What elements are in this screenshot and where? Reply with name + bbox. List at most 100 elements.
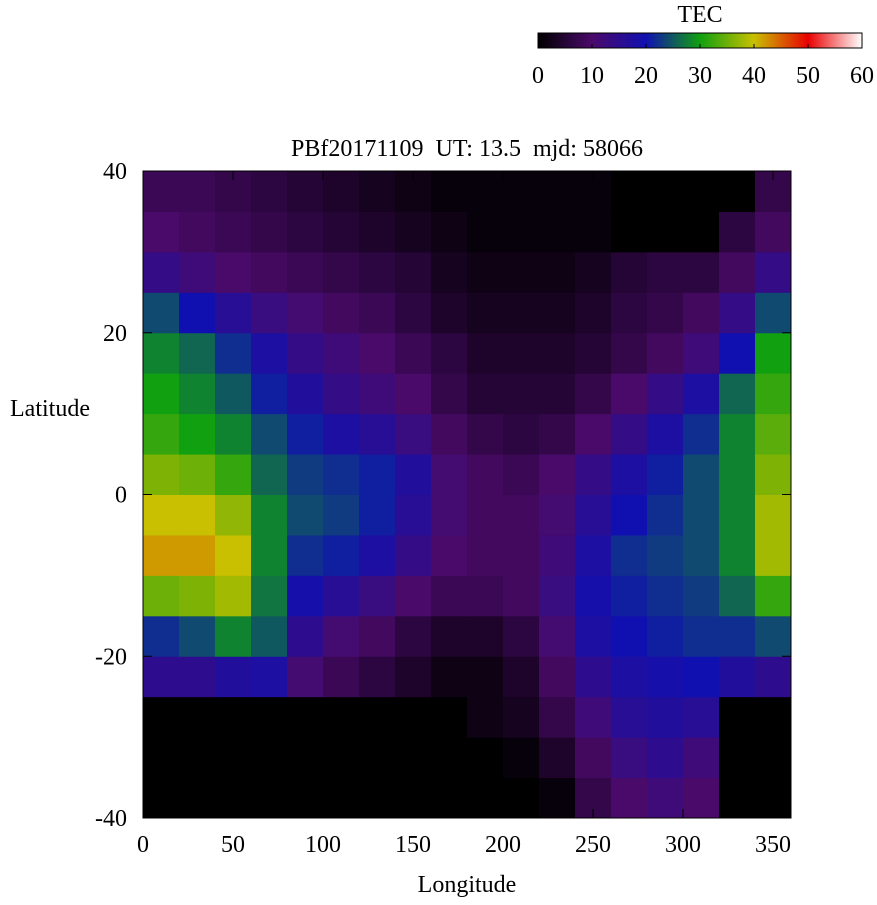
heatmap-cell — [539, 413, 576, 455]
x-tick-label: 100 — [305, 832, 341, 858]
heatmap-cell — [323, 696, 360, 738]
heatmap-cell — [719, 737, 756, 779]
heatmap-cell — [323, 332, 360, 374]
heatmap-cell — [503, 332, 540, 374]
heatmap-cell — [179, 615, 216, 657]
colorbar-tick-label: 0 — [532, 63, 544, 89]
heatmap-cell — [503, 373, 540, 415]
heatmap-cell — [611, 494, 648, 536]
heatmap-cell — [251, 494, 288, 536]
heatmap-cell — [575, 332, 612, 374]
heatmap-cell — [503, 494, 540, 536]
heatmap-cell — [683, 332, 720, 374]
heatmap-cell — [539, 696, 576, 738]
heatmap-cell — [251, 211, 288, 253]
heatmap-cell — [143, 656, 180, 698]
heatmap-cell — [611, 575, 648, 617]
heatmap-cell — [647, 251, 684, 293]
x-tick-label: 150 — [395, 832, 431, 858]
heatmap-cell — [143, 777, 180, 819]
x-tick-label: 200 — [485, 832, 521, 858]
heatmap-cell — [359, 737, 396, 779]
heatmap-cell — [251, 696, 288, 738]
heatmap-cell — [395, 615, 432, 657]
heatmap-cell — [179, 696, 216, 738]
heatmap-cell — [503, 413, 540, 455]
heatmap-cell — [179, 251, 216, 293]
heatmap-cell — [287, 494, 324, 536]
heatmap-cell — [611, 737, 648, 779]
heatmap-cell — [251, 373, 288, 415]
heatmap-cell — [323, 737, 360, 779]
heatmap-cell — [719, 777, 756, 819]
heatmap-cell — [215, 737, 252, 779]
heatmap-cell — [647, 575, 684, 617]
heatmap-cell — [215, 292, 252, 334]
heatmap-cell — [215, 575, 252, 617]
heatmap-cell — [719, 534, 756, 576]
heatmap-cell — [143, 251, 180, 293]
heatmap-cell — [179, 171, 216, 212]
heatmap-cell — [611, 413, 648, 455]
heatmap-cell — [503, 737, 540, 779]
heatmap-cell — [647, 332, 684, 374]
heatmap-cell — [143, 373, 180, 415]
heatmap-cell — [359, 292, 396, 334]
heatmap-cell — [647, 211, 684, 253]
heatmap-cell — [395, 211, 432, 253]
heatmap-cell — [611, 211, 648, 253]
colorbar-label: TEC — [677, 2, 722, 28]
heatmap-cell — [179, 737, 216, 779]
heatmap-cell — [215, 656, 252, 698]
heatmap-cell — [575, 696, 612, 738]
heatmap-cell — [359, 413, 396, 455]
heatmap-cell — [143, 737, 180, 779]
heatmap-cell — [251, 656, 288, 698]
heatmap-cell — [611, 534, 648, 576]
heatmap-cell — [647, 696, 684, 738]
heatmap-cell — [719, 615, 756, 657]
heatmap-cell — [359, 494, 396, 536]
heatmap-cell — [287, 171, 324, 212]
heatmap-cell — [323, 292, 360, 334]
heatmap-cell — [467, 656, 504, 698]
heatmap-cell — [287, 575, 324, 617]
heatmap-cell — [719, 292, 756, 334]
heatmap-cell — [395, 737, 432, 779]
heatmap-cell — [611, 292, 648, 334]
heatmap-cell — [647, 292, 684, 334]
heatmap-cell — [431, 292, 468, 334]
heatmap-cell — [755, 292, 792, 334]
heatmap-cell — [323, 211, 360, 253]
heatmap-cell — [647, 777, 684, 819]
colorbar-tick-label: 30 — [688, 63, 712, 89]
y-tick-label: 20 — [103, 321, 127, 347]
heatmap-cell — [611, 454, 648, 495]
heatmap-cell — [179, 454, 216, 495]
heatmap-cell — [683, 251, 720, 293]
heatmap-cell — [719, 656, 756, 698]
heatmap-cell — [503, 615, 540, 657]
heatmap-cell — [251, 737, 288, 779]
heatmap-cell — [611, 656, 648, 698]
heatmap-cell — [359, 777, 396, 819]
heatmap-cell — [503, 211, 540, 253]
y-tick-label: 0 — [115, 483, 127, 509]
heatmap-cell — [179, 332, 216, 374]
heatmap-cell — [251, 534, 288, 576]
heatmap-cell — [251, 777, 288, 819]
heatmap-cell — [755, 494, 792, 536]
y-tick-label: -20 — [95, 644, 127, 670]
colorbar-tick-label: 50 — [796, 63, 820, 89]
heatmap-cell — [575, 292, 612, 334]
heatmap-cell — [395, 413, 432, 455]
heatmap-cell — [539, 251, 576, 293]
heatmap-cell — [575, 494, 612, 536]
heatmap-cell — [719, 332, 756, 374]
heatmap-cell — [431, 332, 468, 374]
heatmap-cell — [215, 373, 252, 415]
heatmap-cell — [539, 737, 576, 779]
heatmap-cell — [251, 292, 288, 334]
heatmap-cell — [431, 171, 468, 212]
